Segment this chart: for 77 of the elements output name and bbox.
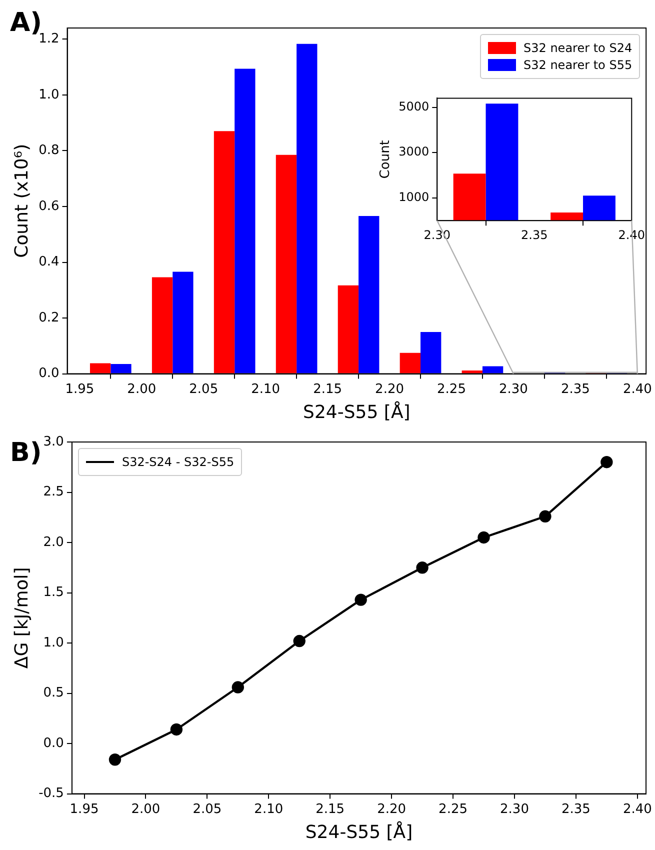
bar: [152, 277, 173, 374]
point: [478, 531, 490, 544]
x-tick-label: 2.15: [316, 802, 345, 817]
bar: [400, 352, 421, 374]
x-tick-label: 2.30: [500, 802, 529, 817]
point: [354, 594, 367, 606]
x-tick-label: 2.35: [560, 382, 590, 397]
point: [600, 456, 613, 468]
x-tick-label: 2.30: [424, 228, 450, 242]
bar: [110, 364, 132, 374]
x-axis-title: S24-S55 [Å]: [305, 820, 413, 843]
point: [539, 510, 552, 522]
bar: [358, 216, 380, 374]
y-tick-label: 0.8: [38, 143, 60, 158]
bar: [486, 104, 518, 221]
x-tick-label: 2.05: [189, 382, 218, 397]
x-tick-label: 2.35: [561, 802, 590, 817]
x-tick-label: 2.10: [251, 382, 280, 397]
x-tick-label: 1.95: [70, 802, 99, 817]
legend-label: S32 nearer to S55: [524, 58, 632, 72]
y-tick-label: 1.5: [43, 585, 64, 600]
bar: [420, 332, 442, 374]
bar: [172, 272, 194, 374]
point: [232, 681, 244, 694]
x-tick-label: 2.05: [192, 802, 222, 817]
legend-label: S32 nearer to S24: [524, 41, 632, 55]
x-tick-label: 2.25: [438, 802, 468, 817]
y-tick-label: 2.0: [43, 534, 64, 550]
bar: [296, 44, 318, 374]
x-tick-label: 2.35: [521, 228, 548, 242]
bar: [453, 174, 486, 221]
bar: [338, 285, 359, 374]
y-tick-label: 1.2: [38, 32, 60, 47]
y-tick-label: 0.2: [38, 310, 60, 326]
y-axis-title: Count (x10⁶): [11, 144, 32, 258]
x-tick-label: 2.15: [313, 382, 342, 397]
x-tick-label: 2.00: [127, 382, 156, 397]
x-tick-label: 1.95: [65, 382, 94, 397]
x-tick-label: 2.40: [622, 382, 652, 397]
x-tick-label: 2.00: [131, 802, 160, 817]
y-tick-label: 3000: [398, 144, 430, 159]
chart-title: B): [10, 438, 42, 468]
y-tick-label: 3.0: [43, 434, 64, 450]
bar: [214, 131, 235, 374]
x-tick-label: 2.10: [254, 802, 284, 817]
y-tick-label: 1000: [398, 190, 430, 204]
y-tick-label: 0.4: [38, 254, 60, 270]
bar: [90, 363, 111, 374]
point: [108, 754, 122, 766]
y-tick-label: -0.5: [38, 786, 64, 802]
bar: [550, 212, 584, 221]
y-tick-label: 1.0: [43, 635, 64, 650]
x-tick-label: 2.40: [618, 228, 645, 242]
y-tick-label: 2.5: [43, 484, 64, 500]
y-tick-label: 0.5: [43, 686, 64, 701]
x-tick-label: 2.25: [437, 382, 466, 397]
y-tick-label: 0.0: [38, 366, 60, 382]
x-tick-label: 2.20: [377, 802, 406, 817]
point: [416, 562, 428, 574]
point: [293, 634, 306, 648]
legend-label: S32-S24 - S32-S55: [122, 455, 234, 469]
point: [170, 723, 183, 736]
bar: [234, 68, 256, 374]
bar: [462, 370, 482, 374]
bar: [482, 366, 504, 374]
x-axis-title: S24-S55 [Å]: [303, 400, 410, 423]
y-tick-label: 5000: [398, 99, 430, 114]
x-tick-label: 2.20: [375, 382, 404, 397]
y-tick-label: 0.6: [38, 198, 60, 214]
x-tick-label: 2.30: [498, 382, 528, 397]
y-axis-title: Count: [378, 140, 394, 179]
y-tick-label: 0.0: [43, 736, 64, 751]
y-tick-label: 1.0: [38, 87, 60, 102]
bar: [276, 154, 297, 374]
x-tick-label: 2.40: [622, 802, 652, 817]
bar: [583, 196, 616, 221]
y-axis-title: ΔG [kJ/mol]: [11, 567, 32, 669]
